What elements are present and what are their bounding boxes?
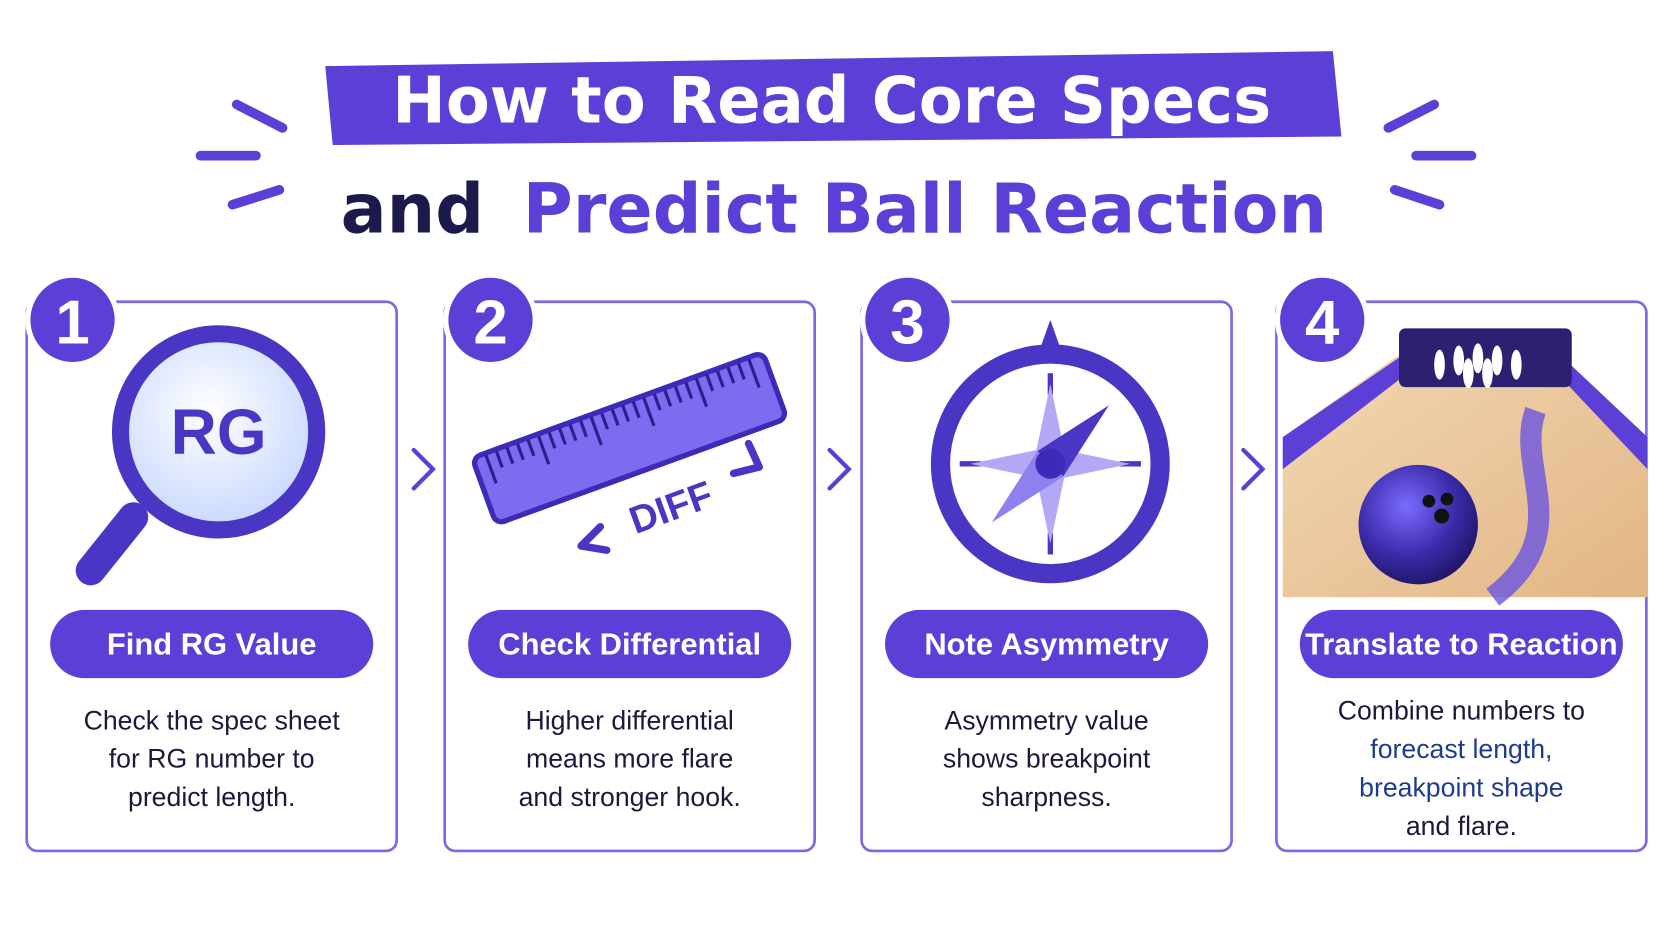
title-line2: and Predict Ball Reaction bbox=[341, 170, 1328, 249]
step-label: Check Differential bbox=[498, 627, 761, 662]
ruler-tick bbox=[579, 420, 588, 438]
ruler-tick bbox=[736, 362, 746, 380]
ruler-tick bbox=[652, 393, 662, 411]
ruler-tick bbox=[515, 443, 525, 461]
step-description: breakpoint shape bbox=[1359, 773, 1563, 803]
ruler-tick bbox=[642, 397, 656, 427]
step-label: Find RG Value bbox=[107, 627, 317, 662]
number-badge bbox=[443, 272, 538, 368]
ruler-tick bbox=[673, 385, 683, 403]
step-label: Translate to Reaction bbox=[1305, 627, 1618, 662]
ruler-tick bbox=[726, 366, 736, 384]
number-badge bbox=[859, 272, 955, 368]
ruler-tick bbox=[526, 439, 536, 457]
ruler-tick bbox=[747, 358, 761, 389]
step-description: means more flare bbox=[526, 744, 733, 774]
ruler-tick bbox=[621, 404, 631, 423]
step-label: Note Asymmetry bbox=[924, 627, 1169, 662]
ruler-tick bbox=[484, 454, 498, 484]
step-description: Asymmetry value bbox=[944, 705, 1148, 735]
header: How to Read Core Specs and Predict Ball … bbox=[195, 51, 1477, 249]
ruler-tick bbox=[568, 424, 578, 442]
label-pill bbox=[885, 609, 1209, 679]
label-pill bbox=[1299, 609, 1623, 679]
ruler-tick bbox=[694, 378, 709, 408]
step-description: and stronger hook. bbox=[519, 782, 741, 812]
ruler-tick bbox=[610, 408, 620, 426]
ruler-tick bbox=[494, 450, 504, 469]
step-description: predict length. bbox=[128, 782, 295, 812]
step-description: sharpness. bbox=[981, 782, 1111, 812]
ruler-tick bbox=[705, 374, 715, 392]
label-pill bbox=[468, 609, 792, 679]
step-description: for RG number to bbox=[109, 744, 315, 774]
label-pill bbox=[50, 609, 374, 679]
step-description: Combine numbers to bbox=[1338, 696, 1585, 726]
ruler-tick bbox=[505, 447, 515, 465]
number-badge bbox=[1274, 272, 1370, 368]
step-description: Check the spec sheet bbox=[84, 705, 341, 735]
step-description: forecast length, bbox=[1370, 734, 1552, 764]
ruler-tick bbox=[663, 389, 673, 407]
ruler-tick bbox=[631, 401, 641, 419]
icon-lane bbox=[1282, 328, 1648, 606]
icon-magnifier: RG bbox=[75, 325, 326, 586]
decor-dashes bbox=[195, 99, 1477, 210]
ruler-tick bbox=[684, 381, 694, 400]
icon-text: RG bbox=[171, 396, 267, 468]
step-number: 1 bbox=[55, 288, 89, 357]
title-prefix: and bbox=[341, 170, 484, 249]
step-number: 4 bbox=[1305, 288, 1340, 357]
number-badge bbox=[25, 272, 120, 368]
step-description: shows breakpoint bbox=[943, 744, 1151, 774]
title-highlight: Predict Ball Reaction bbox=[523, 170, 1327, 249]
ruler-tick bbox=[547, 431, 557, 449]
ruler-tick bbox=[715, 370, 725, 388]
step-description: and flare. bbox=[1406, 811, 1517, 841]
ruler-tick bbox=[558, 427, 567, 446]
step-description: Higher differential bbox=[526, 705, 734, 735]
chevrons bbox=[411, 447, 1266, 491]
title-brush bbox=[325, 51, 1342, 146]
ruler-tick bbox=[600, 412, 610, 430]
ruler-tick bbox=[589, 416, 603, 446]
step-number: 2 bbox=[473, 288, 507, 357]
ruler-tick bbox=[537, 435, 551, 465]
title-line1: How to Read Core Specs bbox=[392, 65, 1271, 139]
icon-compass bbox=[930, 319, 1170, 584]
step-number: 3 bbox=[890, 288, 924, 357]
